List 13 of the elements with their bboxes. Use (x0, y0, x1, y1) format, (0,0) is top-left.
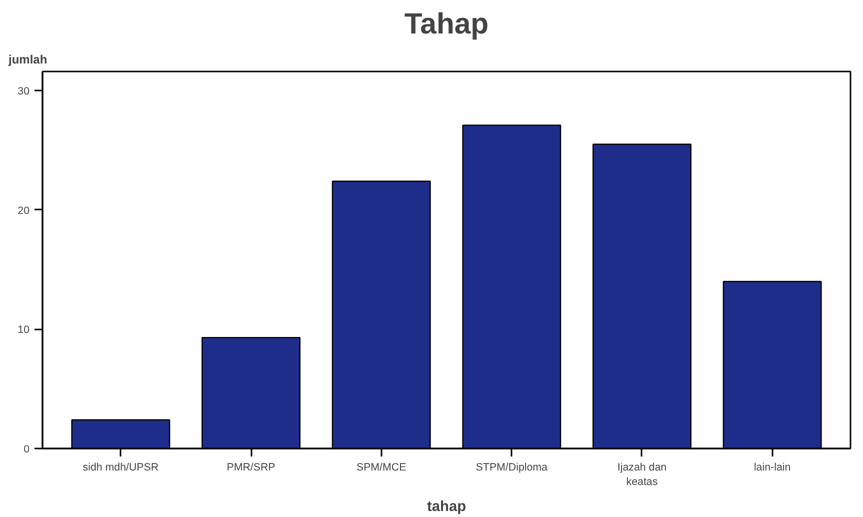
x-tick-label: STPM/Diploma (476, 462, 548, 474)
x-tick-label: sidh mdh/UPSR (82, 462, 159, 474)
x-axis-title: tahap (426, 498, 466, 515)
y-axis-title: jumlah (8, 52, 48, 66)
x-tick-label: PMR/SRP (226, 462, 276, 474)
chart-title: Tahap (404, 8, 489, 40)
y-tick-label: 10 (18, 324, 30, 336)
x-tick-label: Ijazah dan keatas (617, 462, 667, 488)
y-tick-label: 0 (24, 444, 30, 456)
y-tick-label: 30 (18, 86, 30, 98)
y-tick-label: 20 (18, 204, 30, 217)
x-tick-label: lain-lain (754, 462, 791, 474)
x-tick-label: SPM/MCE (356, 462, 406, 474)
